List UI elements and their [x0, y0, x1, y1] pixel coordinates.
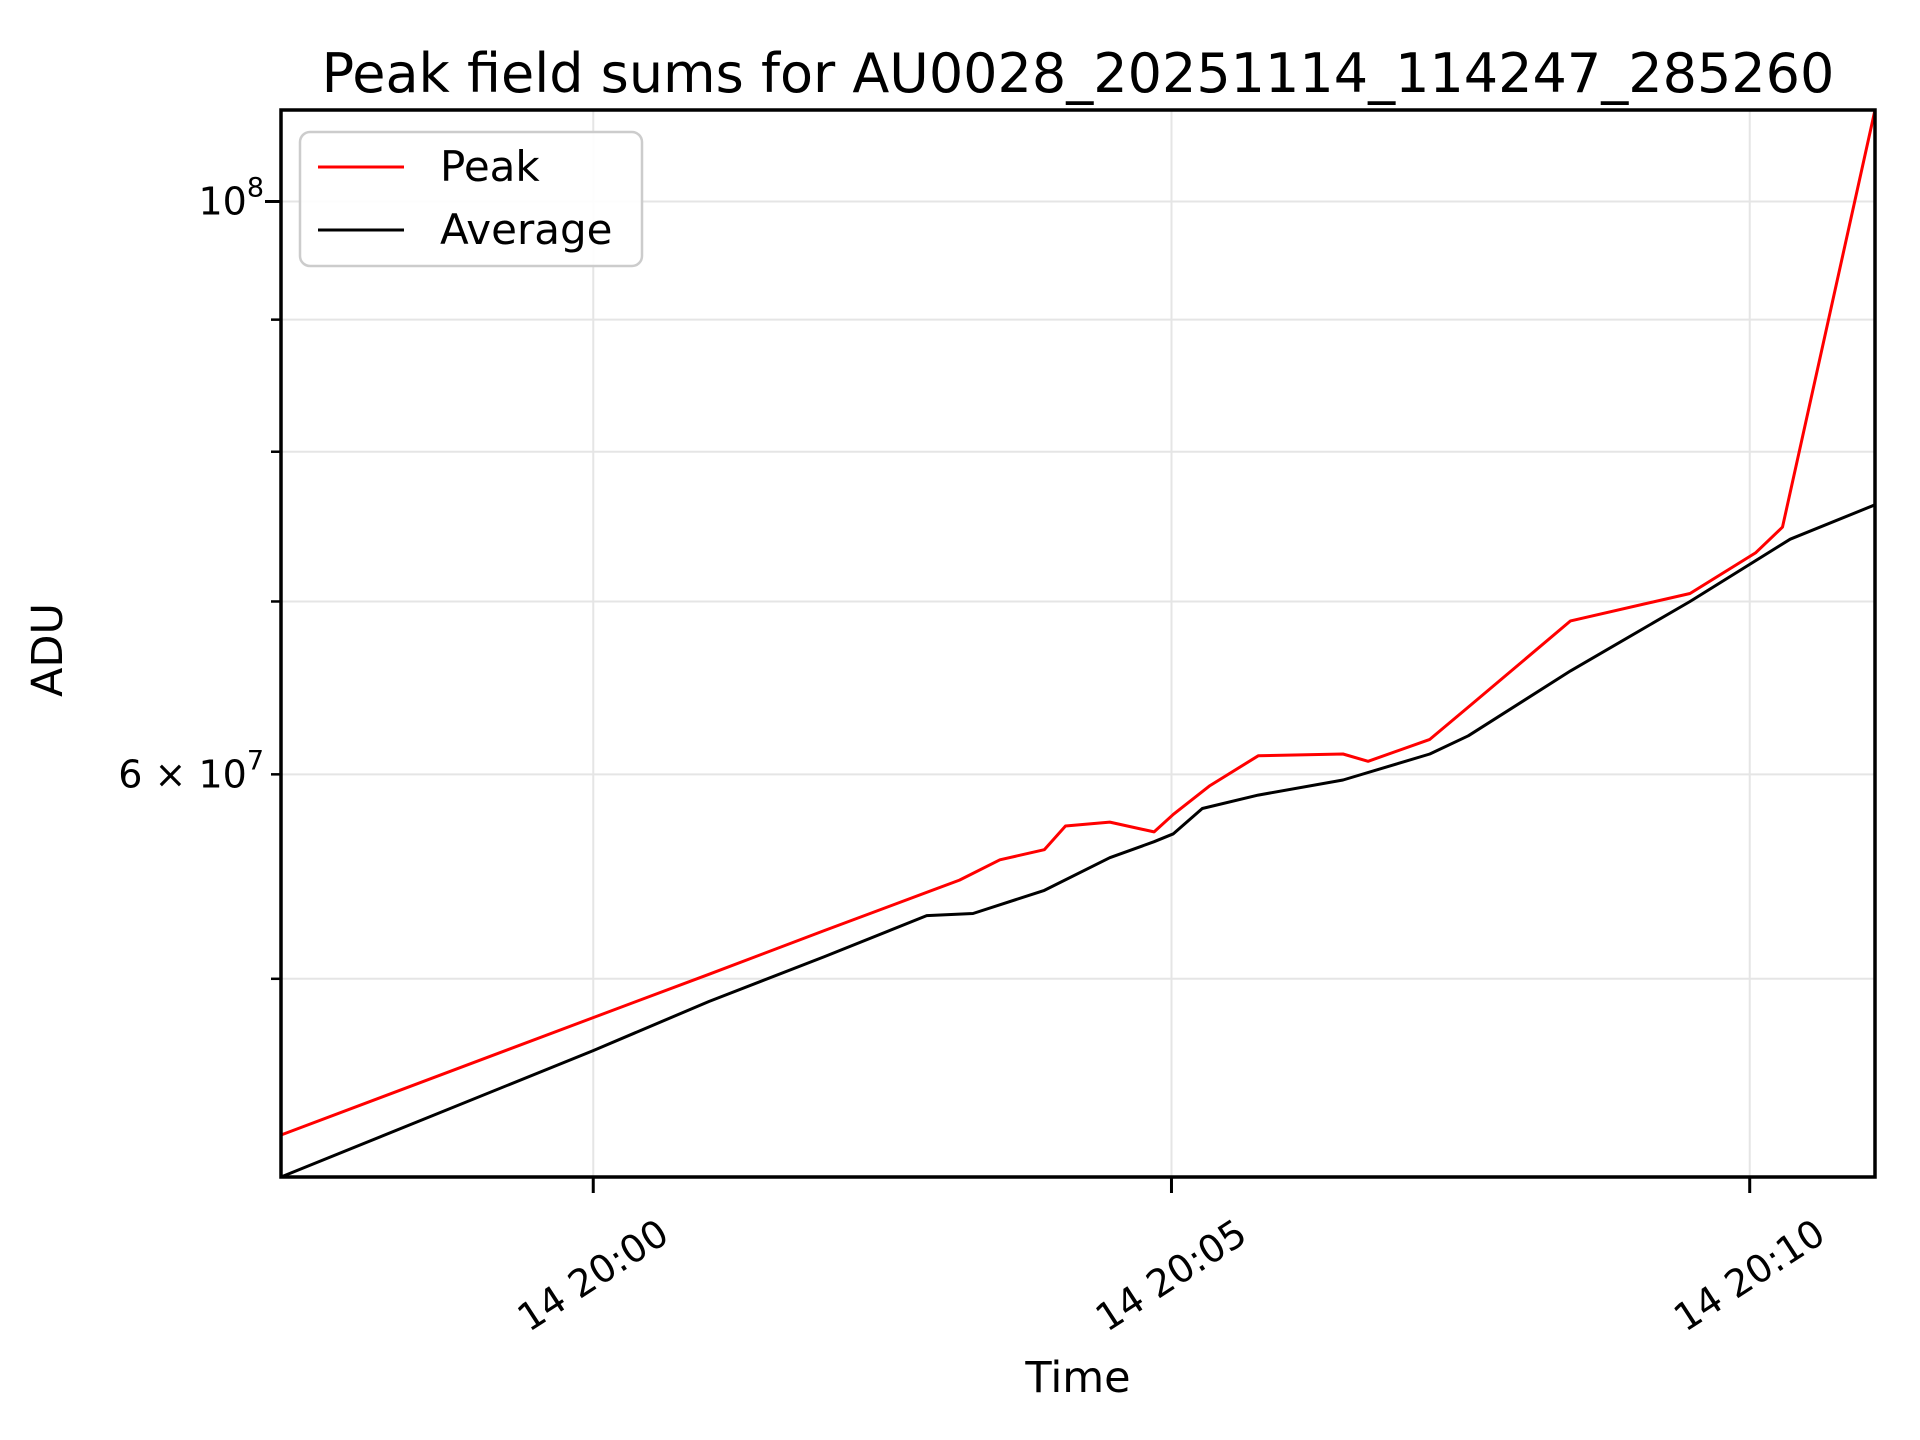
- peak-series-line: [280, 109, 1877, 1137]
- y-tick-label: 108: [198, 172, 264, 223]
- y-axis-label: ADU: [23, 603, 73, 697]
- legend-peak-label: Peak: [440, 142, 540, 191]
- x-tick-label: 14 20:00: [510, 1211, 676, 1340]
- x-tick-label: 14 20:05: [1088, 1211, 1254, 1340]
- legend-average-label: Average: [440, 205, 612, 254]
- plot-border: [279, 108, 1877, 1179]
- chart-title: Peak field sums for AU0028_20251114_1142…: [322, 42, 1835, 105]
- tick-marks: [265, 199, 1752, 1193]
- y-tick-label: 6 × 107: [118, 745, 264, 796]
- gridlines: [281, 110, 1875, 1177]
- average-series-line: [280, 503, 1876, 1179]
- x-axis-label: Time: [1024, 1353, 1130, 1403]
- x-tick-label: 14 20:10: [1666, 1211, 1832, 1340]
- tick-labels: 14 20:00 14 20:05 14 20:10 108 6 × 107: [118, 172, 1832, 1340]
- legend: Peak Average: [298, 130, 644, 268]
- data-series: [280, 109, 1877, 1179]
